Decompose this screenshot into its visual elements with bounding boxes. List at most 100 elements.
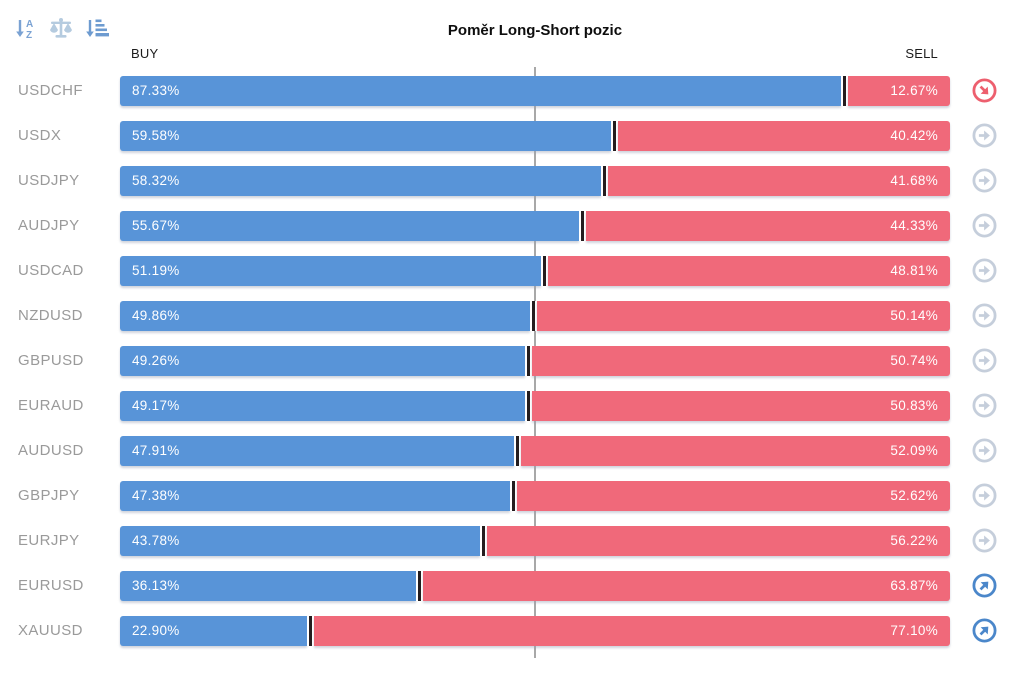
buy-percent: 49.17%: [132, 398, 180, 413]
sell-bar: 50.83%: [531, 390, 950, 421]
sort-amount-icon: [83, 16, 109, 45]
pair-label: USDCHF: [18, 82, 83, 99]
trend-flat-icon[interactable]: [950, 203, 1018, 248]
buy-bar: 58.32%: [120, 165, 601, 196]
bar-divider: [578, 210, 586, 241]
buy-bar: 22.90%: [120, 615, 307, 646]
trend-down-icon[interactable]: [950, 68, 1018, 113]
sell-bar: 44.33%: [585, 210, 950, 241]
buy-percent: 22.90%: [132, 623, 180, 638]
ratio-bar[interactable]: 49.26% 50.74%: [120, 345, 950, 376]
buy-percent: 47.91%: [132, 443, 180, 458]
pair-label: GBPUSD: [18, 352, 84, 369]
trend-flat-icon[interactable]: [950, 428, 1018, 473]
pair-row: USDJPY 58.32% 41.68%: [0, 158, 1018, 203]
sell-bar: 12.67%: [848, 75, 950, 106]
ratio-bar[interactable]: 36.13% 63.87%: [120, 570, 950, 601]
buy-bar: 87.33%: [120, 75, 842, 106]
sell-percent: 41.68%: [890, 173, 938, 188]
bar-divider: [479, 525, 487, 556]
sort-alphabetical-button[interactable]: A Z: [12, 16, 40, 44]
sell-bar: 50.74%: [532, 345, 950, 376]
buy-bar: 49.17%: [120, 390, 525, 421]
balance-scale-icon: [47, 16, 75, 45]
buy-bar: 47.38%: [120, 480, 510, 511]
ratio-bar[interactable]: 49.17% 50.83%: [120, 390, 950, 421]
pair-row: NZDUSD 49.86% 50.14%: [0, 293, 1018, 338]
sell-percent: 52.09%: [890, 443, 938, 458]
ratio-bar[interactable]: 59.58% 40.42%: [120, 120, 950, 151]
bar-divider: [524, 390, 532, 421]
bar-divider: [600, 165, 608, 196]
bar-divider: [530, 300, 538, 331]
pair-label: XAUUSD: [18, 622, 83, 639]
buy-percent: 49.86%: [132, 308, 180, 323]
buy-percent: 87.33%: [132, 83, 180, 98]
pair-label: GBPJPY: [18, 487, 80, 504]
chart-title: Poměr Long-Short pozic: [447, 22, 623, 39]
sell-percent: 50.14%: [890, 308, 938, 323]
buy-bar: 55.67%: [120, 210, 579, 241]
sell-bar: 52.62%: [516, 480, 950, 511]
pair-row: AUDUSD 47.91% 52.09%: [0, 428, 1018, 473]
sell-axis-label: SELL: [905, 46, 938, 61]
bar-divider: [525, 345, 533, 376]
buy-percent: 49.26%: [132, 353, 180, 368]
ratio-bar[interactable]: 22.90% 77.10%: [120, 615, 950, 646]
sell-bar: 77.10%: [313, 615, 950, 646]
trend-flat-icon[interactable]: [950, 338, 1018, 383]
sort-balance-button[interactable]: [47, 16, 75, 44]
trend-flat-icon[interactable]: [950, 248, 1018, 293]
ratio-bar[interactable]: 49.86% 50.14%: [120, 300, 950, 331]
trend-flat-icon[interactable]: [950, 383, 1018, 428]
trend-up-icon[interactable]: [950, 563, 1018, 608]
sell-percent: 52.62%: [890, 488, 938, 503]
sell-bar: 63.87%: [423, 570, 950, 601]
buy-percent: 59.58%: [132, 128, 180, 143]
sell-percent: 50.74%: [890, 353, 938, 368]
sell-bar: 50.14%: [537, 300, 950, 331]
buy-bar: 49.86%: [120, 300, 531, 331]
bar-divider: [514, 435, 522, 466]
sort-amount-button[interactable]: [82, 16, 110, 44]
svg-text:A: A: [26, 19, 33, 30]
pair-row: XAUUSD 22.90% 77.10%: [0, 608, 1018, 653]
toolbar: A Z: [12, 16, 110, 44]
buy-axis-label: BUY: [131, 46, 159, 61]
axis-header: BUY SELL: [120, 46, 950, 62]
trend-flat-icon[interactable]: [950, 473, 1018, 518]
trend-up-icon[interactable]: [950, 608, 1018, 653]
buy-percent: 55.67%: [132, 218, 180, 233]
pair-label: EURAUD: [18, 397, 84, 414]
trend-flat-icon[interactable]: [950, 518, 1018, 563]
ratio-bar[interactable]: 47.38% 52.62%: [120, 480, 950, 511]
ratio-bar[interactable]: 87.33% 12.67%: [120, 75, 950, 106]
sell-percent: 56.22%: [890, 533, 938, 548]
buy-bar: 36.13%: [120, 570, 417, 601]
pair-rows: USDCHF 87.33% 12.67% USDX 59.58% 40.42%: [0, 68, 1018, 653]
trend-flat-icon[interactable]: [950, 113, 1018, 158]
pair-label: EURJPY: [18, 532, 80, 549]
ratio-bar[interactable]: 55.67% 44.33%: [120, 210, 950, 241]
buy-percent: 58.32%: [132, 173, 180, 188]
sell-percent: 77.10%: [890, 623, 938, 638]
buy-bar: 43.78%: [120, 525, 480, 556]
trend-flat-icon[interactable]: [950, 158, 1018, 203]
buy-percent: 43.78%: [132, 533, 180, 548]
bar-divider: [611, 120, 618, 151]
ratio-bar[interactable]: 51.19% 48.81%: [120, 255, 950, 286]
sell-percent: 63.87%: [890, 578, 938, 593]
pair-label: USDJPY: [18, 172, 80, 189]
bar-divider: [416, 570, 424, 601]
pair-label: EURUSD: [18, 577, 84, 594]
trend-flat-icon[interactable]: [950, 293, 1018, 338]
sell-bar: 40.42%: [618, 120, 950, 151]
pair-row: USDCAD 51.19% 48.81%: [0, 248, 1018, 293]
ratio-bar[interactable]: 47.91% 52.09%: [120, 435, 950, 466]
ratio-bar[interactable]: 43.78% 56.22%: [120, 525, 950, 556]
sell-percent: 12.67%: [890, 83, 938, 98]
bar-divider: [509, 480, 517, 511]
sell-percent: 40.42%: [890, 128, 938, 143]
ratio-bar[interactable]: 58.32% 41.68%: [120, 165, 950, 196]
